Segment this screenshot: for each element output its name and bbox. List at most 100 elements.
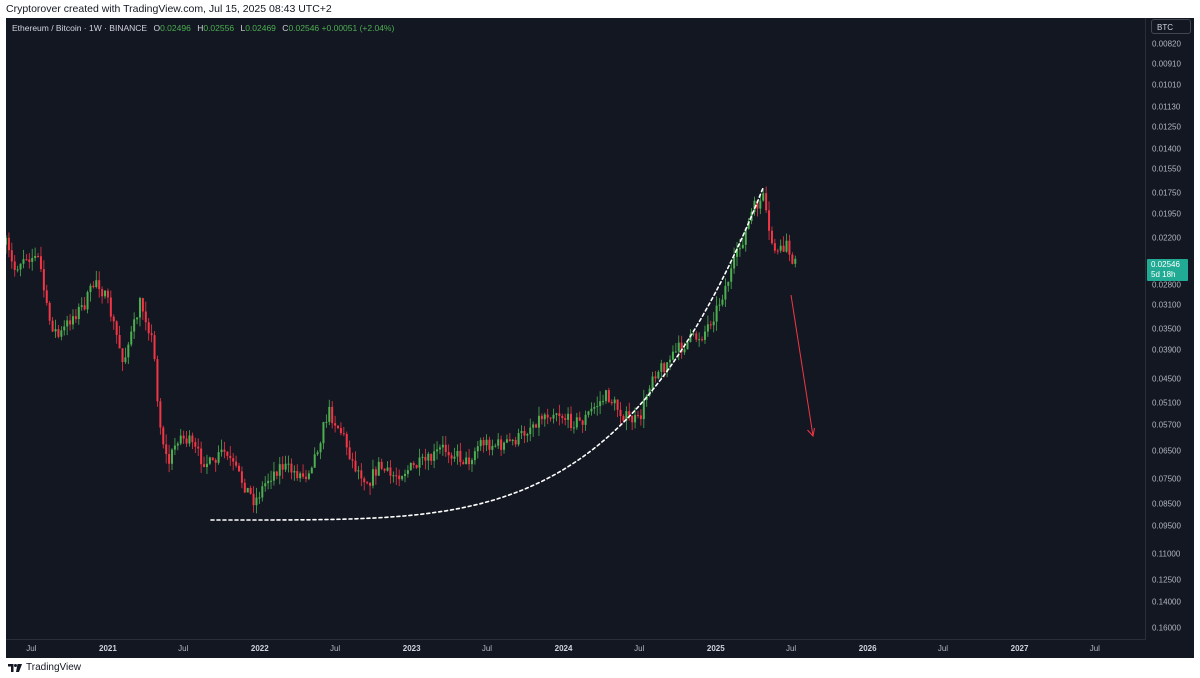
- candle-body: [768, 210, 771, 231]
- candle-body: [200, 448, 203, 465]
- candle-body: [203, 464, 206, 468]
- legend-open-label: O: [153, 23, 161, 33]
- candle-body: [415, 465, 418, 468]
- price-tick-label: 0.14000: [1152, 597, 1181, 607]
- candle-body: [765, 193, 768, 211]
- candle-body: [13, 261, 16, 270]
- price-plot[interactable]: [6, 18, 1146, 654]
- time-tick-label: Jul: [1089, 644, 1100, 653]
- candle-body: [663, 363, 666, 373]
- candle-body: [290, 463, 293, 473]
- bar-countdown: 5d 18h: [1151, 270, 1176, 280]
- candle-body: [77, 306, 80, 320]
- candle-body: [232, 458, 235, 462]
- candle-body: [401, 476, 404, 480]
- candle-body: [112, 316, 115, 322]
- candle-body: [674, 351, 677, 353]
- candle-body: [520, 431, 523, 434]
- candle-body: [377, 461, 380, 476]
- candle-body: [747, 221, 750, 229]
- time-axis[interactable]: Jul 2021 Jul 2022 Jul 2023 Jul 2024 Jul 2025 Jul 20…: [6, 639, 1146, 658]
- candle-body: [537, 415, 540, 428]
- candle-body: [660, 363, 663, 372]
- candle-body: [511, 439, 514, 441]
- candle-body: [389, 467, 392, 476]
- time-tick-label: Jul: [634, 644, 645, 653]
- candle-body: [546, 414, 549, 418]
- candle-body: [118, 335, 121, 349]
- brand-name: TradingView: [26, 662, 82, 673]
- candle-body: [604, 390, 607, 402]
- candle-body: [715, 305, 718, 322]
- candle-body: [37, 255, 40, 257]
- candle-body: [421, 456, 424, 458]
- candle-body: [465, 457, 468, 465]
- candle-body: [371, 469, 374, 486]
- candle-body: [695, 333, 698, 340]
- candle-body: [523, 431, 526, 436]
- current-price-tag: 0.02546 5d 18h: [1147, 259, 1188, 282]
- candle-body: [680, 342, 683, 353]
- candle-body: [503, 442, 506, 450]
- candle-body: [436, 449, 439, 452]
- time-tick-label: 2022: [250, 644, 269, 653]
- legend-high: 0.02556: [203, 23, 235, 33]
- candle-body: [19, 263, 22, 270]
- candle-body: [261, 486, 264, 498]
- candle-body: [479, 440, 482, 447]
- price-tick-label: 0.05100: [1152, 398, 1181, 408]
- candle-body: [450, 455, 453, 459]
- candle-body: [785, 240, 788, 252]
- price-tick-label: 0.03500: [1152, 324, 1181, 334]
- candle-body: [121, 348, 124, 363]
- candle-body: [622, 415, 625, 421]
- candle-body: [42, 269, 45, 291]
- candle-body: [194, 442, 197, 447]
- price-tick-label: 0.07500: [1152, 474, 1181, 484]
- price-tick-label: 0.01550: [1152, 164, 1181, 174]
- candle-body: [150, 333, 153, 336]
- candle-body: [648, 388, 651, 396]
- candle-body: [631, 415, 634, 423]
- candle-body: [25, 259, 28, 261]
- tradingview-logo-icon: [8, 664, 22, 672]
- candle-body: [337, 425, 340, 429]
- candle-body: [602, 401, 605, 403]
- currency-button[interactable]: BTC: [1151, 19, 1191, 34]
- candle-body: [535, 424, 538, 428]
- candle-body: [275, 471, 278, 476]
- candle-body: [235, 461, 238, 466]
- candle-body: [322, 422, 325, 444]
- candle-body: [22, 259, 25, 264]
- candle-body: [264, 483, 267, 487]
- candle-body: [782, 245, 785, 252]
- candle-body: [590, 408, 593, 412]
- candle-body: [508, 439, 511, 441]
- legend-close: 0.02546: [288, 23, 320, 33]
- price-tick-label: 0.01250: [1152, 122, 1181, 132]
- candle-body: [703, 331, 706, 340]
- candle-body: [141, 298, 144, 312]
- candle-body: [138, 298, 141, 318]
- legend-low-label: L: [240, 23, 246, 33]
- candle-body: [302, 473, 305, 477]
- legend-high-label: H: [197, 23, 204, 33]
- candle-body: [540, 415, 543, 420]
- price-axis[interactable]: BTC 0.02546 5d 18h 0.00820 0.00910 0.01010…: [1145, 18, 1194, 640]
- candle-body: [543, 414, 546, 420]
- candle-body: [532, 424, 535, 428]
- candle-body: [354, 460, 357, 472]
- candle-body: [357, 470, 360, 472]
- candle-body: [575, 417, 578, 428]
- candle-body: [564, 418, 567, 420]
- time-tick-label: 2021: [99, 644, 117, 653]
- candle-body: [249, 487, 252, 494]
- candle-body: [404, 473, 406, 477]
- candle-body: [430, 453, 433, 461]
- candle-body: [756, 200, 759, 209]
- candle-body: [133, 319, 136, 332]
- candle-body: [10, 250, 13, 262]
- candle-body: [380, 461, 383, 469]
- candle-body: [156, 359, 159, 402]
- candle-body: [386, 467, 389, 471]
